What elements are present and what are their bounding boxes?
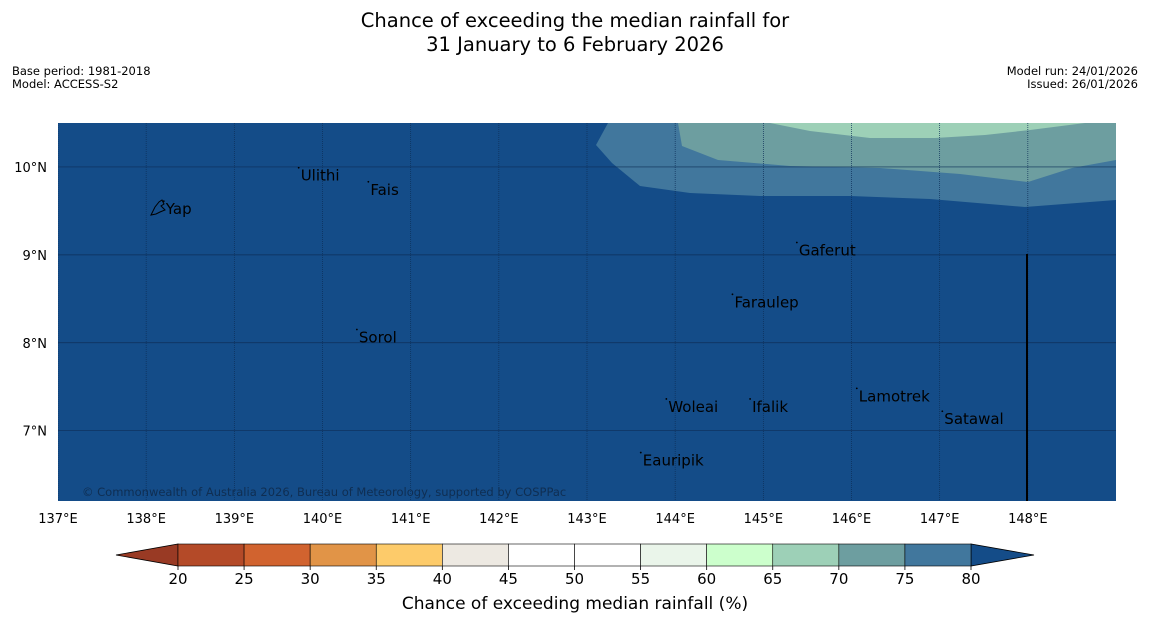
colorbar-segment (243, 543, 311, 567)
lon-tick-label: 142°E (479, 512, 519, 527)
map-plot-area: Yap Ulithi Fais Gaferut Faraulep Sorol Woleai I… (58, 123, 1116, 501)
lon-tick-label: 137°E (38, 512, 78, 527)
colorbar-tick-label: 20 (168, 570, 187, 588)
place-label: Sorol (359, 328, 397, 346)
colorbar-segment (838, 543, 906, 567)
colorbar-segment (640, 543, 707, 567)
place-marker (162, 200, 165, 203)
meta-right: Model run: 24/01/2026 Issued: 26/01/2026 (1007, 65, 1138, 91)
model-text: Model: ACCESS-S2 (12, 77, 119, 91)
colorbar-segment (904, 543, 972, 567)
lon-tick-label: 143°E (567, 512, 607, 527)
place-marker (665, 398, 668, 400)
place-label: Faraulep (734, 293, 798, 311)
colorbar-tick-label: 50 (565, 570, 584, 588)
colorbar-tick-label: 40 (433, 570, 452, 588)
yap-island-outline (150, 199, 166, 216)
lon-tick-label: 145°E (744, 512, 784, 527)
colorbar-tick-label: 35 (367, 570, 386, 588)
colorbar-segment (772, 543, 840, 567)
colorbar-tick-label: 30 (301, 570, 320, 588)
place-label: Fais (370, 181, 399, 199)
probability-band-80-plus (770, 123, 1085, 138)
lon-tick-label: 148°E (1008, 512, 1048, 527)
place-labels: Yap Ulithi Fais Gaferut Faraulep Sorol Woleai I… (162, 166, 1004, 470)
colorbar-label: Chance of exceeding median rainfall (%) (401, 594, 749, 614)
colorbar-segment (508, 543, 575, 567)
place-label: Ifalik (752, 398, 788, 416)
place-marker (639, 451, 642, 454)
colorbar: 20 25 30 35 40 45 50 55 60 65 70 75 80 (115, 543, 1035, 588)
copyright-text: © Commonwealth of Australia 2026, Bureau… (82, 485, 566, 499)
issued-text: Issued: 26/01/2026 (1027, 77, 1138, 91)
lon-tick-label: 140°E (303, 512, 343, 527)
place-marker (731, 293, 734, 296)
colorbar-segment (375, 543, 443, 567)
lon-tick-label: 138°E (126, 512, 166, 527)
colorbar-over-arrow (970, 543, 1035, 567)
colorbar-tick-label: 60 (697, 570, 716, 588)
axis-labels: 10°N 9°N 8°N 7°N 137°E 138°E 139°E 140°E 141°E 14… (14, 161, 1047, 527)
colorbar-tick-label: 25 (235, 570, 254, 588)
place-marker (749, 398, 752, 400)
place-label: Yap (165, 200, 192, 218)
place-marker (355, 328, 358, 331)
colorbar-segment (574, 543, 641, 567)
lat-tick-label: 8°N (23, 337, 48, 352)
place-label: Ulithi (301, 167, 340, 185)
place-label: Gaferut (799, 241, 856, 259)
meta-left: Base period: 1981-2018 Model: ACCESS-S2 (12, 65, 151, 91)
lon-tick-label: 139°E (215, 512, 255, 527)
colorbar-under-arrow (115, 543, 179, 567)
colorbar-segment (706, 543, 774, 567)
place-label: Lamotrek (859, 387, 930, 405)
place-marker (855, 387, 858, 390)
place-label: Satawal (944, 410, 1003, 428)
place-marker (367, 180, 370, 183)
colorbar-segment (177, 543, 245, 567)
lat-tick-label: 10°N (14, 161, 47, 176)
colorbar-segment (442, 543, 509, 567)
title-line-2: 31 January to 6 February 2026 (426, 33, 724, 56)
colorbar-tick-label: 65 (763, 570, 782, 588)
lat-tick-label: 7°N (23, 425, 48, 440)
lon-tick-label: 141°E (391, 512, 431, 527)
place-label: Woleai (668, 398, 718, 416)
lon-tick-label: 147°E (920, 512, 960, 527)
model-run-text: Model run: 24/01/2026 (1006, 64, 1138, 78)
place-marker (941, 410, 944, 413)
base-period-text: Base period: 1981-2018 (12, 64, 151, 78)
colorbar-tick-label: 55 (631, 570, 650, 588)
title-line-1: Chance of exceeding the median rainfall … (360, 9, 790, 32)
colorbar-tick-label: 80 (961, 570, 980, 588)
lat-tick-label: 9°N (23, 249, 48, 264)
colorbar-tick-label: 75 (895, 570, 914, 588)
chart-title: Chance of exceeding the median rainfall … (0, 9, 1150, 57)
place-label: Eauripik (643, 452, 704, 470)
place-marker (297, 166, 300, 169)
colorbar-tick-label: 70 (829, 570, 848, 588)
colorbar-tick-label: 45 (499, 570, 518, 588)
lon-tick-label: 146°E (832, 512, 872, 527)
colorbar-segment (309, 543, 377, 567)
place-marker (795, 241, 798, 244)
lon-tick-label: 144°E (655, 512, 695, 527)
